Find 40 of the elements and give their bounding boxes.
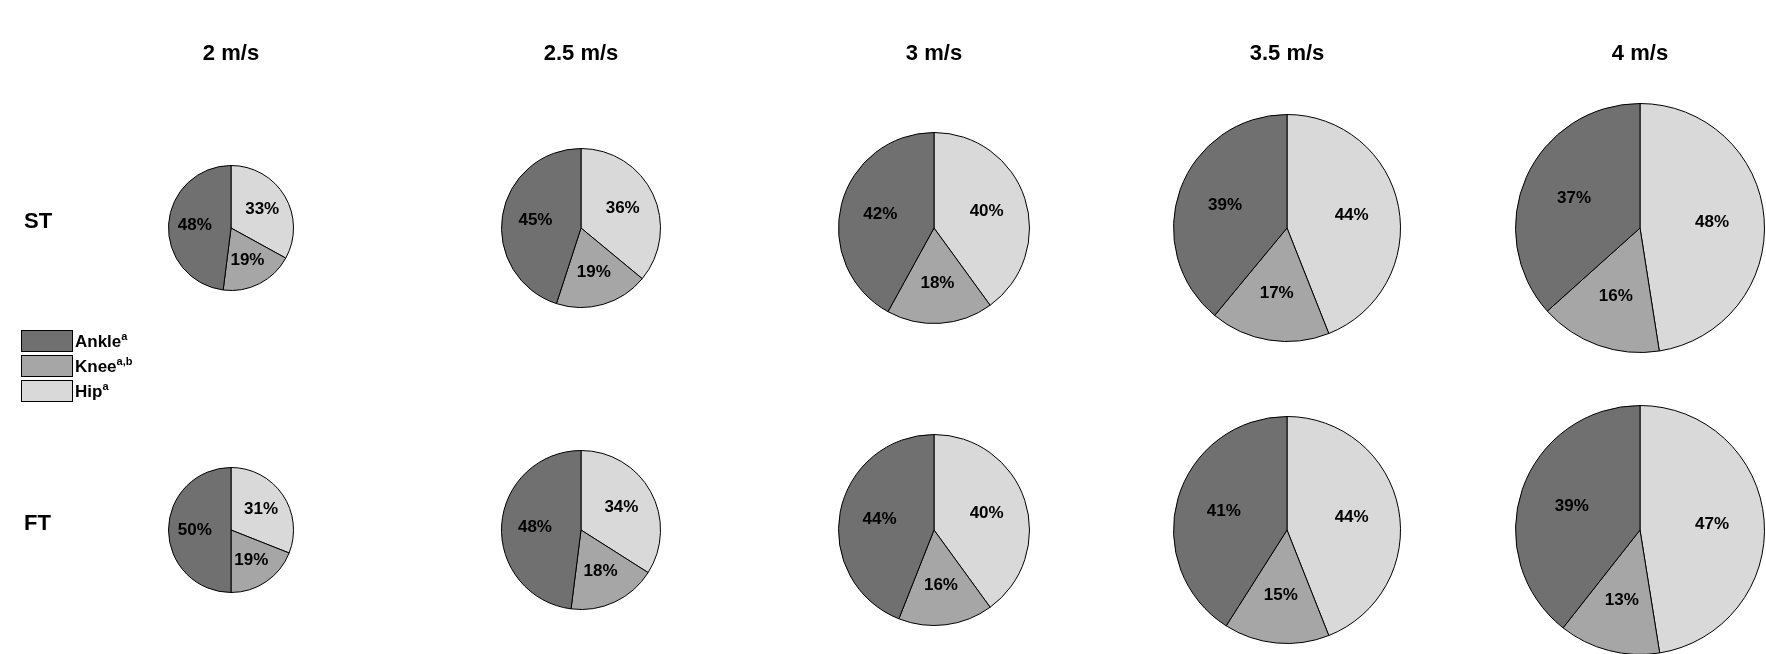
data-label: 50% bbox=[177, 519, 212, 539]
data-label: 19% bbox=[234, 549, 269, 569]
data-label: 37% bbox=[1557, 188, 1592, 208]
data-label: 41% bbox=[1206, 501, 1241, 521]
data-label: 44% bbox=[862, 509, 897, 529]
data-label: 31% bbox=[243, 499, 278, 519]
data-label: 44% bbox=[1334, 205, 1369, 225]
data-label: 33% bbox=[245, 199, 280, 219]
data-label: 44% bbox=[1334, 507, 1369, 527]
data-label: 19% bbox=[576, 261, 611, 281]
data-label: 16% bbox=[923, 574, 958, 594]
data-label: 18% bbox=[583, 561, 618, 581]
data-label: 40% bbox=[969, 502, 1004, 522]
data-label: 19% bbox=[230, 249, 265, 269]
chart-title: 2 m/s bbox=[202, 40, 260, 66]
legend-label: Ankle$^{a}$ bbox=[75, 329, 128, 352]
chart-title: 3.5 m/s bbox=[1249, 40, 1325, 66]
data-label: 42% bbox=[863, 203, 898, 223]
chart-title: 3 m/s bbox=[905, 40, 963, 66]
data-label: 40% bbox=[969, 200, 1004, 220]
data-label: 48% bbox=[517, 516, 552, 536]
chart-title: 2.5 m/s bbox=[543, 40, 619, 66]
data-label: 16% bbox=[1598, 285, 1633, 305]
chart-title: 4 m/s bbox=[1611, 40, 1669, 66]
data-label: 45% bbox=[518, 210, 553, 230]
legend-label: Knee$^{a,b}$ bbox=[75, 354, 133, 377]
data-label: 13% bbox=[1604, 589, 1639, 609]
data-label: 47% bbox=[1694, 513, 1729, 533]
text: FT bbox=[24, 510, 51, 536]
data-label: 39% bbox=[1554, 496, 1589, 516]
data-label: 34% bbox=[604, 497, 639, 517]
data-label: 17% bbox=[1259, 282, 1294, 302]
data-label: 48% bbox=[1694, 212, 1730, 232]
legend-label: Hip$^{a}$ bbox=[75, 379, 109, 402]
data-label: 15% bbox=[1263, 585, 1298, 605]
data-label: 39% bbox=[1208, 195, 1243, 215]
text: ST bbox=[24, 208, 53, 234]
data-label: 36% bbox=[605, 198, 640, 218]
data-label: 48% bbox=[177, 215, 212, 235]
data-label: 18% bbox=[920, 272, 955, 292]
